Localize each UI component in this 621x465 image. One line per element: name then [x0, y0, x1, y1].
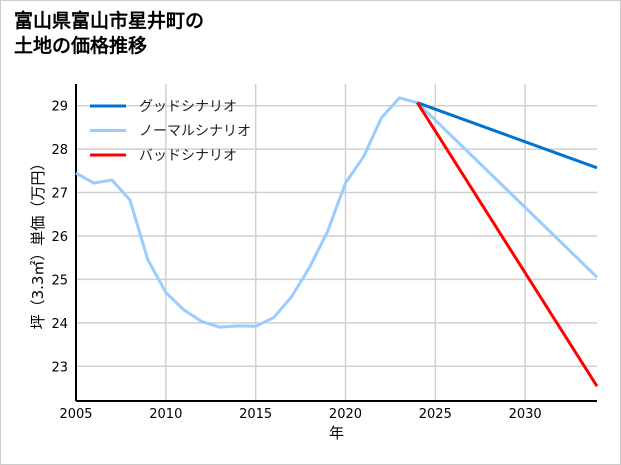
y-axis-label: 坪（3.3㎡）単価（万円）	[29, 156, 47, 330]
y-tick-label: 26	[51, 230, 68, 245]
x-axis-label: 年	[329, 424, 344, 442]
chart-title: 富山県富山市星井町の 土地の価格推移	[14, 9, 204, 59]
x-tick-label: 2025	[419, 407, 452, 422]
y-tick-label: 25	[51, 273, 68, 288]
series-line-0	[416, 101, 598, 170]
y-tick-label: 24	[51, 317, 68, 332]
x-tick-label: 2005	[59, 407, 92, 422]
legend-label: ノーマルシナリオ	[139, 124, 251, 140]
y-tick-label: 29	[51, 100, 68, 115]
series-line-1	[75, 96, 599, 329]
x-tick-label: 2015	[239, 407, 272, 422]
y-tick-label: 27	[51, 187, 68, 202]
y-tick-label: 28	[51, 143, 68, 158]
x-tick-label: 2030	[509, 407, 542, 422]
title-line-1: 富山県富山市星井町の	[14, 10, 205, 32]
legend-label: バッドシナリオ	[139, 148, 237, 164]
series-line-2	[416, 101, 599, 388]
x-tick-label: 2020	[329, 407, 362, 422]
y-tick-label: 23	[51, 360, 68, 375]
title-line-2: 土地の価格推移	[14, 35, 148, 57]
legend-label: グッドシナリオ	[139, 99, 237, 115]
x-tick-label: 2010	[149, 407, 182, 422]
